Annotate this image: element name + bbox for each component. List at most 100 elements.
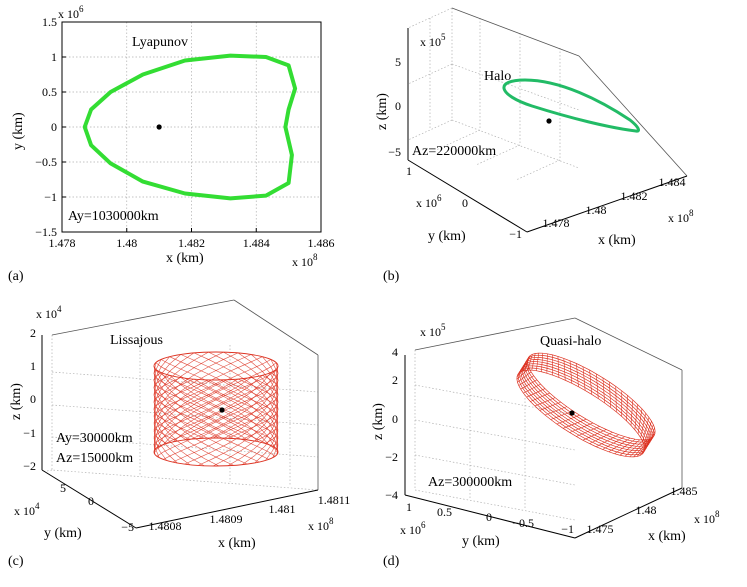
panel-c-z-tick-label: −2 xyxy=(23,459,36,473)
panel-c-ticks: 2 1 0 −1 −2 5 0 −5 1.4808 1.4809 1.481 1.4811 xyxy=(23,326,350,534)
panel-b-caption: (b) xyxy=(383,269,400,284)
panel-b-x-tick-label: 1.48 xyxy=(586,203,607,217)
panel-d-x-exponent: x 108 xyxy=(694,509,720,526)
panel-d-mesh-strand xyxy=(582,429,607,441)
panel-b-z-exponent-power: 5 xyxy=(441,32,446,42)
panel-c-x-exponent: x 108 xyxy=(308,516,334,533)
panel-c-mesh-strand xyxy=(153,365,276,448)
panel-d-amplitude-label: Az=300000km xyxy=(428,475,512,490)
panel-a-caption: (a) xyxy=(8,269,24,284)
panel-c-mesh-strand xyxy=(153,369,269,445)
panel-d-mesh-strand xyxy=(534,397,556,407)
panel-d-y-tick-label: −0.5 xyxy=(512,516,534,530)
panel-a-x-label: x (km) xyxy=(166,251,204,266)
panel-c-mesh-strand xyxy=(156,365,279,448)
panel-b-amplitude-label: Az=220000km xyxy=(412,144,496,159)
panel-d-mesh-strand xyxy=(640,413,647,438)
panel-c-mesh-strand xyxy=(184,356,279,465)
panel-a-y-exponent: x 106 xyxy=(58,4,84,21)
panel-d-mesh-strand xyxy=(589,370,593,395)
panel-a-orbit-title: Lyapunov xyxy=(132,35,188,50)
panel-d-mesh-strand xyxy=(524,355,531,371)
panel-d-mesh-strand xyxy=(556,414,580,425)
panel-d-caption: (d) xyxy=(383,554,400,569)
panel-d-z-exponent-power: 5 xyxy=(441,322,446,332)
panel-d-mesh-strand xyxy=(531,353,536,371)
panel-b-z-tick-label: 0 xyxy=(395,99,401,113)
panel-d-mesh-strand xyxy=(539,401,561,411)
panel-d-mesh-strand xyxy=(523,383,541,394)
panel-c: 2 1 0 −1 −2 5 0 −5 1.4808 1.4809 1.481 1.4811 Lissa… xyxy=(8,299,350,569)
panel-c-mesh-strand xyxy=(156,365,279,457)
panel-a-y-label: y (km) xyxy=(11,112,26,150)
panel-d-z-tick-label: 2 xyxy=(392,373,398,387)
panel-d-mesh-strand xyxy=(576,426,600,437)
panel-c-y-tick-label: 0 xyxy=(88,494,94,508)
panel-d-y-tick-label: 0.5 xyxy=(437,505,452,519)
panel-c-mesh-strand xyxy=(153,378,220,439)
panel-a-y-tick-label: −1 xyxy=(44,190,57,204)
panel-d-ticks: 4 2 0 −2 −4 1 0.5 0 −0.5 −1 1.475 1.48 1.485 xyxy=(385,345,697,536)
panel-c-mesh-strand xyxy=(223,351,279,466)
panel-d-mesh-strand xyxy=(563,418,587,429)
panel-d-x-tick-label: 1.485 xyxy=(671,484,698,498)
panel-c-z-tick-label: 0 xyxy=(30,392,36,406)
panel-a-y-tick-label: −1.5 xyxy=(35,225,57,239)
panel-c-mesh-strand xyxy=(153,352,239,464)
panel-b-y-tick-label: 1 xyxy=(406,164,412,178)
panel-d-y-label: y (km) xyxy=(462,534,500,549)
panel-c-mesh-strand xyxy=(153,356,263,458)
panel-d-mesh-strand xyxy=(641,433,656,455)
panel-b-x-exponent: x 108 xyxy=(668,208,694,225)
panel-c-z-tick-label: 2 xyxy=(30,326,36,340)
panel-b-x-label: x (km) xyxy=(598,233,636,248)
panel-c-mesh-strand xyxy=(153,356,248,465)
panel-a-x-ticks: 1.478 1.48 1.482 1.484 1.486 xyxy=(49,228,335,250)
panel-c-mesh-strand xyxy=(153,362,277,452)
panel-d-mesh-strand xyxy=(630,399,634,426)
panel-d-mesh-strand xyxy=(526,388,546,398)
panel-d-mesh-strand xyxy=(644,424,654,448)
panel-d-mesh-strand xyxy=(633,438,651,458)
panel-d-y-tick-label: 1 xyxy=(406,500,412,514)
panel-c-amplitude-label-y: Ay=30000km xyxy=(56,431,133,446)
panel-b-y-tick-label: 0 xyxy=(462,196,468,210)
panel-c-z-tick-label: 1 xyxy=(30,359,36,373)
panel-b-z-exponent: x 105 xyxy=(420,32,446,49)
panel-d-mesh-strand xyxy=(643,421,652,445)
panel-c-mesh-strand xyxy=(153,354,234,466)
panel-d-mesh-strand xyxy=(589,432,613,444)
panel-c-z-exponent: x 104 xyxy=(36,304,62,321)
panel-b-x-tick-label: 1.484 xyxy=(659,175,686,189)
panel-c-mesh-strand xyxy=(208,351,279,465)
panel-d-mesh-strand xyxy=(644,427,655,451)
panel-d-mesh-strand xyxy=(608,437,631,453)
panel-c-y-exponent-power: 4 xyxy=(35,501,40,511)
panel-d-mesh-strand xyxy=(550,410,574,420)
panel-a: 1.478 1.48 1.482 1.484 1.486 1.5 1 0.5 0 −0.5 −1 −… xyxy=(8,4,335,284)
panel-b-z-label: z (km) xyxy=(375,93,390,130)
panel-a-center-point xyxy=(156,124,162,130)
panel-c-mesh-strand xyxy=(155,362,279,452)
panel-d-z-exponent: x 105 xyxy=(420,322,446,339)
panel-d-mesh-strand xyxy=(637,408,643,434)
panel-d-mesh-strand xyxy=(541,353,544,372)
panel-d-mesh-strand xyxy=(569,360,573,384)
panel-a-x-tick-label: 1.486 xyxy=(308,236,335,250)
panel-a-y-exponent-power: 6 xyxy=(79,4,84,14)
panel-d-z-tick-label: −2 xyxy=(385,450,398,464)
panel-d-mesh-loop xyxy=(524,356,653,445)
panel-c-z-label: z (km) xyxy=(9,383,24,420)
panel-d-orbit-title: Quasi-halo xyxy=(540,334,601,349)
panel-b-x-exponent-power: 8 xyxy=(689,208,694,218)
panel-c-y-tick-label: 5 xyxy=(60,481,66,495)
panel-a-x-exponent-power: 8 xyxy=(313,252,318,262)
panel-b-orbit-line xyxy=(502,78,640,133)
panel-d-mesh-strand xyxy=(557,356,560,378)
panel-c-z-tick-label: −1 xyxy=(23,426,36,440)
panel-d-mesh-strand xyxy=(609,382,611,408)
panel-d-y-exponent-power: 6 xyxy=(421,520,426,530)
panel-c-mesh-strand xyxy=(193,352,279,464)
panel-b-y-exponent: x 106 xyxy=(416,193,442,210)
